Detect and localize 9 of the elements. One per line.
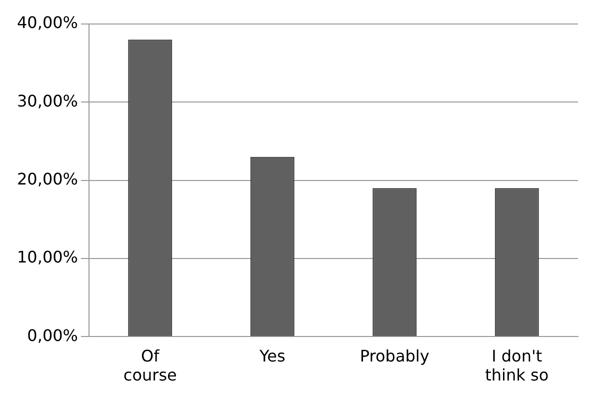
x-tick-label: Probably	[360, 346, 430, 366]
y-tick-label: 40,00%	[16, 13, 78, 32]
x-tick-label: Yes	[258, 346, 286, 366]
y-tick-label: 0,00%	[27, 326, 78, 345]
y-tick-label: 30,00%	[16, 91, 78, 110]
y-tick-label: 10,00%	[16, 248, 78, 267]
y-tick-label: 20,00%	[16, 169, 78, 188]
x-tick-label: I don't think so	[485, 346, 549, 385]
x-tick-label: Of course	[123, 346, 177, 385]
